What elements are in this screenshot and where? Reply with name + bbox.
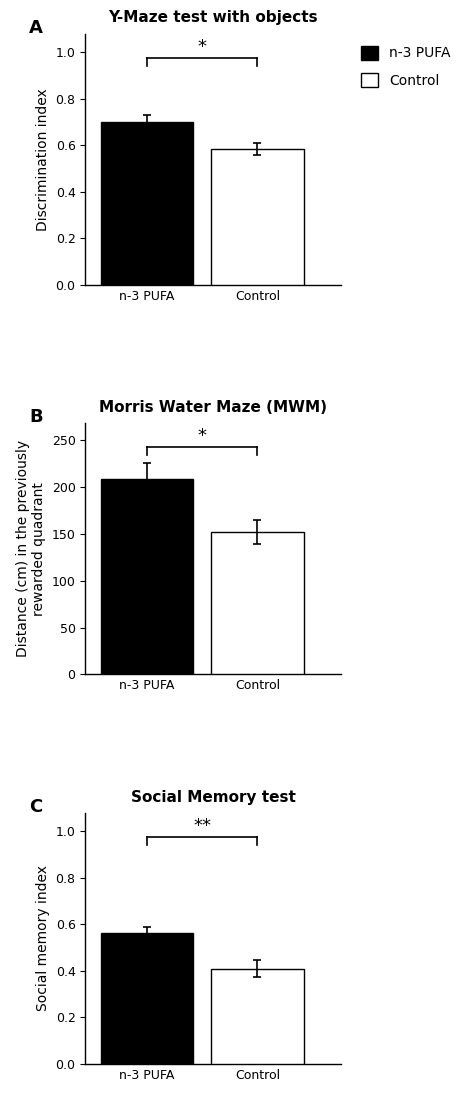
Title: Y-Maze test with objects: Y-Maze test with objects: [109, 10, 318, 26]
Text: *: *: [198, 427, 207, 445]
Title: Morris Water Maze (MWM): Morris Water Maze (MWM): [99, 400, 328, 416]
Text: B: B: [29, 408, 43, 426]
Text: C: C: [29, 797, 42, 815]
Y-axis label: Distance (cm) in the previously
rewarded quadrant: Distance (cm) in the previously rewarded…: [16, 440, 46, 657]
Bar: [211, 149, 304, 284]
Bar: [211, 969, 304, 1064]
Bar: [101, 479, 193, 674]
Text: **: **: [193, 818, 211, 836]
Y-axis label: Social memory index: Social memory index: [36, 866, 50, 1011]
Bar: [101, 122, 193, 284]
Y-axis label: Discrimination index: Discrimination index: [36, 87, 50, 231]
Text: A: A: [29, 19, 43, 37]
Legend: n-3 PUFA, Control: n-3 PUFA, Control: [361, 46, 450, 87]
Bar: [101, 933, 193, 1064]
Title: Social Memory test: Social Memory test: [131, 790, 296, 804]
Bar: [211, 532, 304, 674]
Text: *: *: [198, 38, 207, 56]
